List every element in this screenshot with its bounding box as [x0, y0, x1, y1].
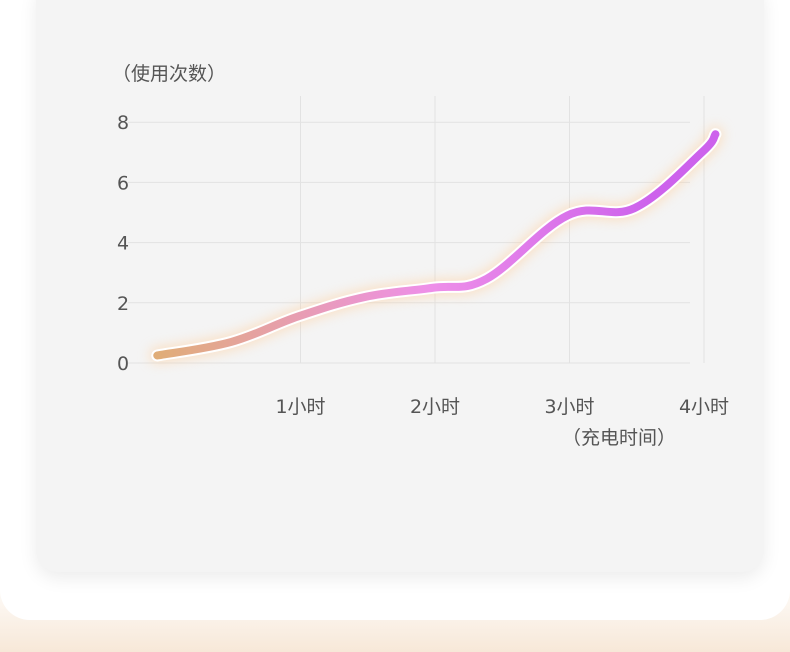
x-tick-label-2: 2小时 [410, 396, 460, 418]
series-line [153, 130, 720, 360]
x-axis-label: （充电时间） [562, 427, 676, 449]
y-tick-label-3: 6 [117, 172, 129, 194]
x-tick-label-4: 4小时 [679, 396, 729, 418]
x-tick-labels: 1小时 2小时 3小时 4小时 [275, 396, 729, 418]
x-tick-label-1: 1小时 [275, 396, 325, 418]
series-line-glow [149, 126, 724, 364]
y-axis-label: （使用次数） [112, 63, 226, 85]
y-tick-label-2: 4 [117, 233, 129, 255]
y-tick-labels: 0 2 4 6 8 [117, 112, 129, 375]
x-tick-label-3: 3小时 [544, 396, 594, 418]
y-tick-label-0: 0 [117, 353, 129, 375]
y-tick-label-1: 2 [117, 293, 129, 315]
series-line-outline [151, 128, 722, 362]
grid-lines [128, 96, 705, 364]
y-tick-label-4: 8 [117, 112, 129, 134]
